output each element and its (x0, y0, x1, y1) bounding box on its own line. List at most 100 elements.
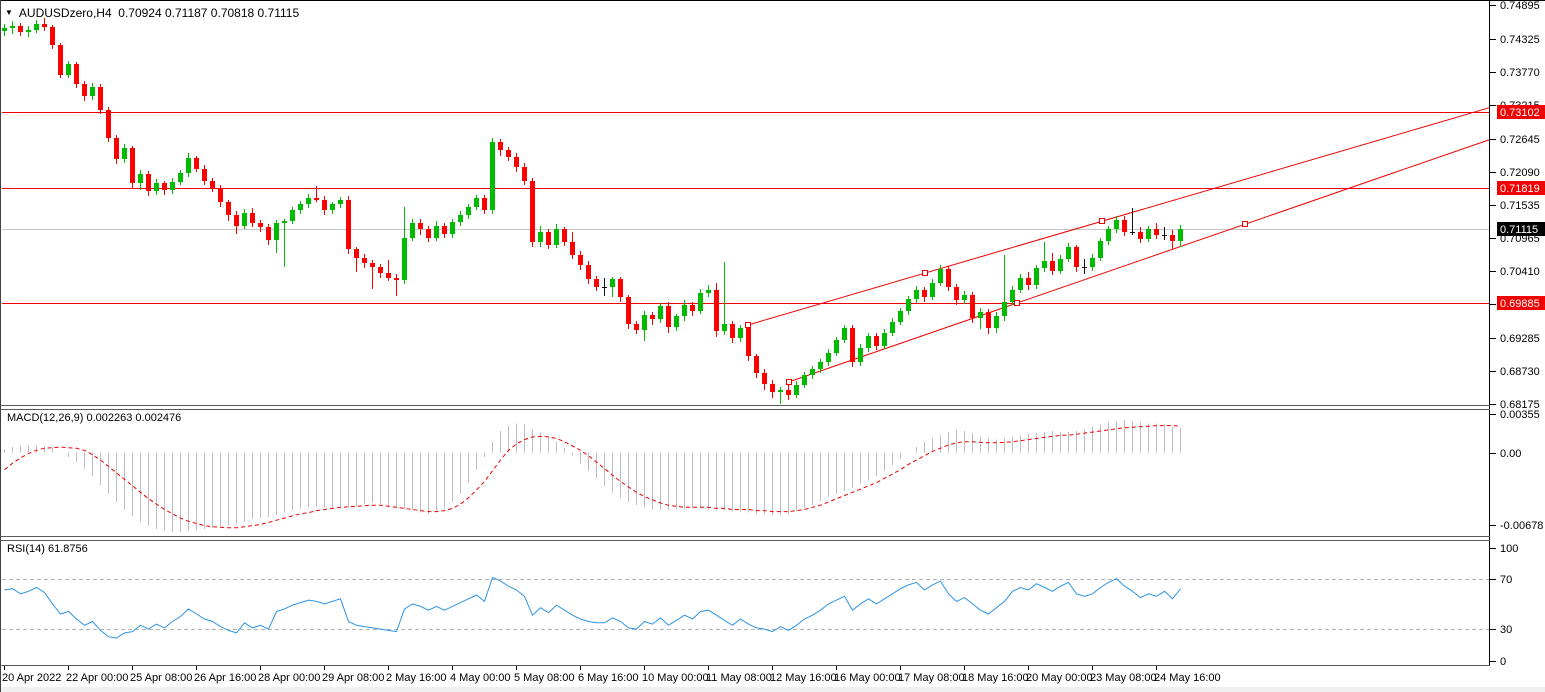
candle-body (962, 295, 967, 300)
candle-body (874, 336, 879, 346)
candle-body (378, 267, 383, 273)
candle-body (1114, 220, 1119, 229)
candle-body (386, 273, 391, 278)
candle-body (914, 290, 919, 299)
candle-body (890, 322, 895, 333)
candle-body (434, 226, 439, 238)
candle-body (714, 290, 719, 331)
candle-body (1034, 268, 1039, 285)
rsi-axis-label: 70 (1500, 574, 1512, 586)
candle-body (298, 204, 303, 210)
price-axis-label: 0.74895 (1500, 0, 1540, 12)
candle-body (474, 198, 479, 207)
symbol-dropdown-icon[interactable]: ▼ (5, 8, 13, 17)
price-axis-label: 0.72090 (1500, 167, 1540, 179)
trendline-handle[interactable] (786, 379, 792, 385)
candle-body (226, 202, 231, 215)
trendline-channel-upper[interactable] (747, 107, 1490, 326)
candle-body (306, 198, 311, 204)
candle-body (330, 204, 335, 210)
candle-body (266, 227, 271, 240)
candle-body (1154, 229, 1159, 235)
candle-body (1146, 229, 1151, 239)
candle-body (482, 198, 487, 210)
time-axis-label: 2 May 16:00 (386, 672, 447, 684)
candle-body (842, 328, 847, 340)
candle-body (1002, 302, 1007, 316)
candle-body (218, 188, 223, 202)
time-axis-label: 5 May 08:00 (514, 672, 575, 684)
candle-body (738, 328, 743, 338)
candle-body (946, 269, 951, 287)
candle-body (1170, 235, 1175, 241)
candle-body (458, 215, 463, 222)
candle-body (538, 232, 543, 242)
price-badge-label: 0.71819 (1500, 183, 1540, 195)
price-axis-label: 0.68175 (1500, 399, 1540, 411)
candle-body (410, 223, 415, 238)
candle-body (898, 311, 903, 322)
trendline-handle[interactable] (1099, 218, 1105, 224)
candle-body (210, 181, 215, 188)
bottom-strip (0, 687, 1545, 692)
candle-body (426, 229, 431, 238)
trendline-handle[interactable] (1014, 300, 1020, 306)
candle-body (690, 305, 695, 311)
price-axis-label: 0.72645 (1500, 134, 1540, 146)
time-axis-label: 23 May 08:00 (1090, 672, 1157, 684)
candle-body (98, 87, 103, 110)
price-axis-label: 0.68730 (1500, 366, 1540, 378)
candle-body (954, 287, 959, 300)
time-axis-label: 16 May 00:00 (834, 672, 901, 684)
candle-body (1106, 229, 1111, 241)
trendline-handle[interactable] (745, 322, 751, 328)
candle-body (34, 24, 39, 30)
candle-body (1066, 247, 1071, 259)
candle-body (1026, 278, 1031, 285)
candle-body (826, 353, 831, 362)
trendline-channel-lower[interactable] (788, 139, 1490, 383)
price-badge (1497, 181, 1545, 195)
trendline-handle[interactable] (922, 270, 928, 276)
price-axis-label: 0.70410 (1500, 266, 1540, 278)
candle-body (618, 279, 623, 297)
candle-body (610, 279, 615, 287)
time-axis-label: 20 May 00:00 (1026, 672, 1093, 684)
time-axis-label: 24 May 16:00 (1154, 672, 1221, 684)
candle-body (82, 84, 87, 96)
time-axis-label: 28 Apr 00:00 (258, 672, 320, 684)
candle-body (74, 64, 79, 84)
time-axis-label: 26 Apr 16:00 (194, 672, 256, 684)
candle-body (466, 207, 471, 215)
candle-body (850, 328, 855, 362)
candle-body (146, 174, 151, 191)
candle-body (698, 293, 703, 311)
candle-body (514, 157, 519, 167)
candle-body (642, 315, 647, 330)
candle-body (922, 290, 927, 297)
candle-body (18, 26, 23, 32)
candle-body (594, 279, 599, 287)
trendline-handle[interactable] (1242, 221, 1248, 227)
candle-body (442, 226, 447, 234)
candle-body (194, 158, 199, 169)
candle-body (746, 328, 751, 356)
candle-body (970, 295, 975, 318)
time-axis-label: 20 Apr 2022 (2, 672, 61, 684)
candle-body (26, 30, 31, 32)
candle-body (274, 223, 279, 240)
candle-body (794, 385, 799, 395)
candle-body (658, 306, 663, 319)
candle-body (90, 87, 95, 96)
candle-body (834, 340, 839, 353)
candle-body (778, 390, 783, 392)
candle-body (626, 297, 631, 324)
candle-body (666, 306, 671, 327)
price-axis-label: 0.71535 (1500, 200, 1540, 212)
candle-body (2, 28, 7, 31)
candle-body (754, 356, 759, 373)
candle-body (1074, 247, 1079, 267)
candle-body (682, 305, 687, 316)
candle-body (586, 265, 591, 279)
